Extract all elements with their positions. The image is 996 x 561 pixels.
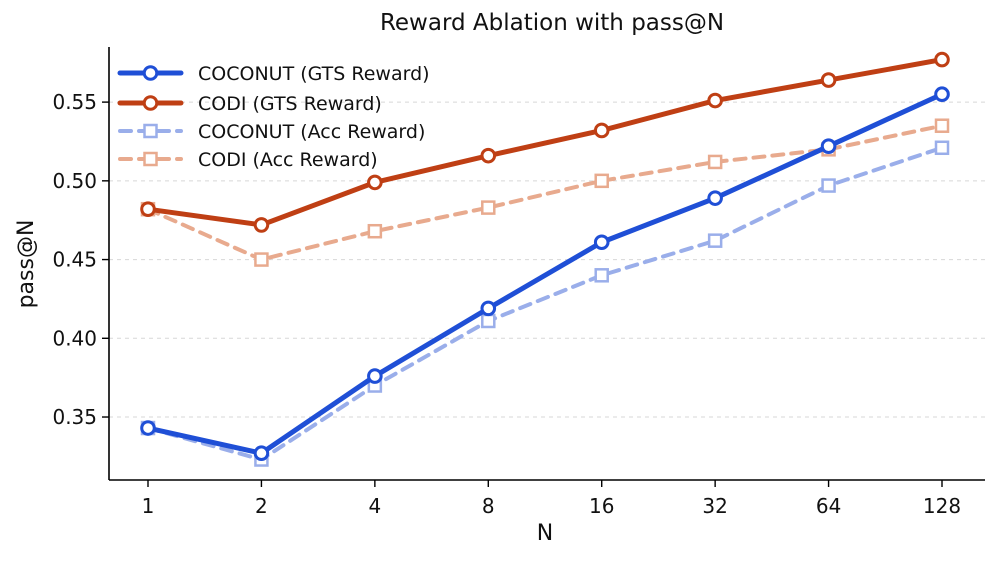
data-point-marker (480, 300, 497, 317)
legend-item: CODI (GTS Reward) (117, 93, 382, 115)
series-line (146, 145, 944, 462)
data-point-marker (707, 233, 723, 248)
data-point-marker (481, 200, 496, 215)
legend-item: COCONUT (GTS Reward) (117, 63, 430, 85)
axis-ticks: 0.35 0.40 0.45 0.50 0.55 1 2 4 8 16 32 64 128 (52, 90, 961, 518)
data-point-marker (480, 147, 497, 164)
series-line (146, 123, 944, 262)
legend-marker (143, 123, 158, 139)
data-point-marker (140, 201, 156, 217)
data-point-marker (481, 313, 496, 329)
data-point-marker (367, 223, 383, 239)
data-point-marker (593, 234, 610, 251)
x-tick-label: 64 (816, 494, 841, 518)
data-point-marker (140, 420, 156, 436)
chart-legend: COCONUT (GTS Reward) CODI (GTS Reward) COC… (117, 63, 430, 171)
data-point-marker (820, 138, 837, 154)
data-point-marker (594, 268, 609, 283)
legend-label: COCONUT (GTS Reward) (198, 63, 430, 85)
data-point-marker (707, 154, 723, 170)
legend-marker (142, 95, 159, 111)
x-tick-label: 32 (702, 494, 727, 518)
x-tick-label: 16 (589, 494, 614, 518)
chart-series (140, 51, 950, 467)
legend-marker (142, 65, 159, 81)
data-point-marker (820, 72, 837, 88)
data-point-marker (367, 368, 383, 384)
x-tick-label: 4 (368, 494, 381, 518)
data-point-marker (253, 445, 270, 462)
x-tick-label: 128 (923, 494, 961, 518)
data-point-marker (934, 86, 950, 103)
legend-item: CODI (Acc Reward) (118, 149, 378, 171)
y-axis-label: pass@N (14, 220, 39, 309)
data-point-marker (254, 252, 269, 267)
y-tick-label: 0.55 (52, 90, 97, 114)
y-tick-label: 0.35 (52, 405, 97, 429)
series-0 (140, 86, 950, 462)
legend-label: COCONUT (Acc Reward) (198, 121, 425, 143)
series-2 (140, 140, 950, 467)
x-tick-label: 8 (482, 494, 495, 518)
data-point-marker (593, 122, 610, 139)
y-tick-label: 0.45 (52, 248, 97, 272)
data-point-marker (821, 178, 836, 193)
data-point-marker (707, 92, 723, 109)
chart-title: Reward Ablation with pass@N (380, 10, 724, 36)
legend-item: COCONUT (Acc Reward) (118, 121, 425, 143)
x-tick-label: 2 (255, 494, 268, 518)
series-1 (140, 51, 950, 233)
y-tick-label: 0.50 (52, 169, 97, 193)
x-tick-label: 1 (142, 494, 155, 518)
data-point-marker (707, 190, 723, 206)
data-point-marker (253, 217, 270, 233)
legend-marker (143, 151, 158, 167)
data-point-marker (934, 140, 950, 156)
legend-label: CODI (GTS Reward) (198, 93, 382, 115)
axes (108, 47, 985, 481)
y-tick-label: 0.40 (52, 326, 97, 350)
series-line (145, 91, 945, 456)
data-point-marker (934, 118, 950, 133)
data-point-marker (934, 51, 950, 68)
series-line (145, 57, 945, 228)
data-point-marker (594, 173, 609, 189)
legend-label: CODI (Acc Reward) (198, 149, 378, 171)
data-point-marker (367, 174, 383, 191)
x-axis-label: N (537, 521, 553, 546)
